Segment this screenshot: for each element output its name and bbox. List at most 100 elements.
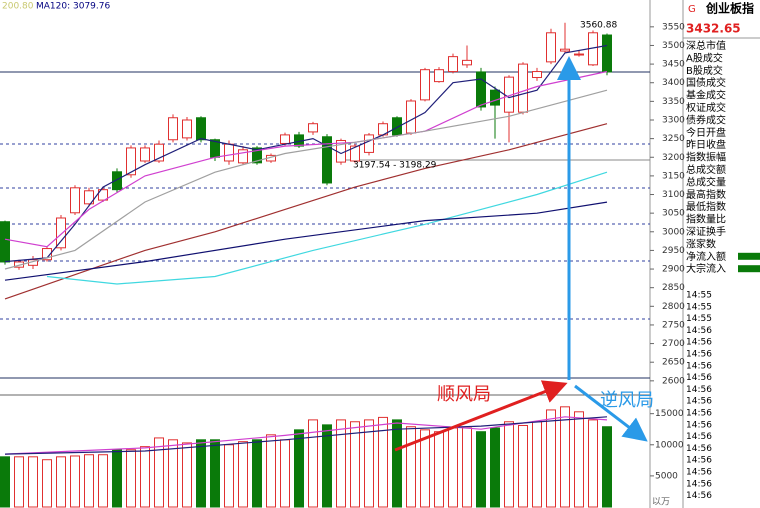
candle-body	[434, 69, 444, 83]
volume-bar	[56, 456, 66, 508]
candle-body	[546, 32, 556, 63]
candle-body	[532, 71, 542, 79]
candle-body	[448, 56, 458, 73]
panel-time: 14:56	[686, 361, 712, 371]
price: 3432.65	[686, 22, 741, 36]
candle-body	[70, 187, 80, 214]
candle-body	[602, 34, 612, 73]
volume-bar	[448, 427, 458, 508]
candle-body	[350, 145, 360, 162]
candle-body	[42, 248, 52, 261]
volume-bar	[532, 421, 542, 508]
volume-bar	[434, 431, 444, 508]
y-tick-label: 3000	[662, 227, 685, 237]
y-tick-label: 3250	[662, 134, 685, 144]
candle-body	[406, 100, 416, 134]
volume-bar	[336, 419, 346, 508]
y-tick-label: 3450	[662, 60, 685, 70]
volume-bar	[154, 437, 164, 508]
panel-time: 14:56	[686, 420, 712, 430]
candle-body	[140, 147, 150, 162]
candle-body	[168, 117, 178, 141]
panel-label: 深总市值	[686, 39, 726, 52]
candle-body	[182, 119, 192, 139]
candle-body	[420, 69, 430, 101]
panel-label: 指数振幅	[686, 151, 726, 164]
candle-body	[252, 147, 262, 164]
panel-label: 大宗流入	[686, 262, 726, 275]
volume-bar	[378, 416, 388, 508]
annotation: 3197.54 - 3198.29	[353, 161, 437, 171]
candle-body	[574, 53, 584, 56]
panel-time: 14:55	[686, 302, 712, 312]
volume-bar	[392, 419, 402, 508]
candle-body	[518, 63, 528, 113]
panel-time: 14:56	[686, 373, 712, 383]
candle-body	[126, 147, 136, 176]
volume-bar	[294, 429, 304, 508]
volume-bar	[602, 426, 612, 508]
volume-bar	[364, 419, 374, 508]
volume-bar	[266, 434, 276, 508]
panel-time: 14:56	[686, 456, 712, 466]
annotation: 3560.88	[580, 21, 617, 31]
arrow	[574, 384, 648, 442]
y-tick-label: 3100	[662, 190, 685, 200]
volume-bar	[322, 424, 332, 508]
volume-bar	[574, 411, 584, 508]
candle-body	[98, 189, 108, 201]
candle-body	[238, 149, 248, 164]
moving-average	[4, 123, 608, 300]
moving-average	[4, 44, 608, 263]
y-tick-label: 3550	[662, 22, 685, 32]
candle-body	[392, 117, 402, 136]
panel-label: 深证换手	[686, 225, 726, 238]
flow-bar	[738, 252, 760, 260]
volume-bar	[126, 449, 136, 508]
volume-bar	[112, 449, 122, 508]
volume-bar	[14, 456, 24, 508]
volume-bar	[308, 419, 318, 508]
candle-body	[490, 89, 500, 106]
candle-body	[322, 136, 332, 184]
y-tick-label: 2900	[662, 265, 685, 275]
volume-bar	[168, 439, 178, 508]
y-tick-label: 3400	[662, 78, 685, 88]
candle-body	[56, 217, 66, 249]
panel-time: 14:56	[686, 491, 712, 501]
volume-bar	[182, 442, 192, 508]
candle-body	[560, 48, 570, 52]
y-tick-label: 3150	[662, 171, 685, 181]
y-tick-label: 3050	[662, 209, 685, 219]
y-tick-label: 2850	[662, 283, 685, 293]
unit-label: 以万	[652, 498, 670, 508]
panel-label: 涨家数	[686, 237, 716, 250]
panel-label: 债券成交	[686, 113, 726, 126]
moving-average	[4, 201, 608, 281]
candle-body	[0, 221, 10, 263]
volume-bar	[0, 456, 10, 508]
panel-time: 14:56	[686, 326, 712, 336]
panel-time: 14:56	[686, 350, 712, 360]
panel-label: 总成交额	[686, 163, 726, 176]
moving-average	[4, 70, 608, 248]
moving-average	[46, 171, 608, 285]
moving-average	[4, 89, 608, 270]
panel-label: 指数量比	[686, 213, 726, 226]
y-tick-label: 2800	[662, 302, 685, 312]
candle-body	[364, 134, 374, 153]
moving-average	[4, 416, 608, 455]
volume-bar	[504, 421, 514, 508]
panel-time: 14:56	[686, 409, 712, 419]
volume-bar	[546, 409, 556, 508]
candle-body	[462, 59, 472, 66]
y-tick-label: 2650	[662, 358, 685, 368]
volume-bar	[588, 419, 598, 508]
y-tick-label: 3350	[662, 97, 685, 107]
panel-time: 14:56	[686, 479, 712, 489]
volume-bar	[238, 441, 248, 508]
volume-tick-label: 5000	[655, 471, 678, 481]
volume-bar	[518, 424, 528, 508]
y-tick-label: 2700	[662, 339, 685, 349]
